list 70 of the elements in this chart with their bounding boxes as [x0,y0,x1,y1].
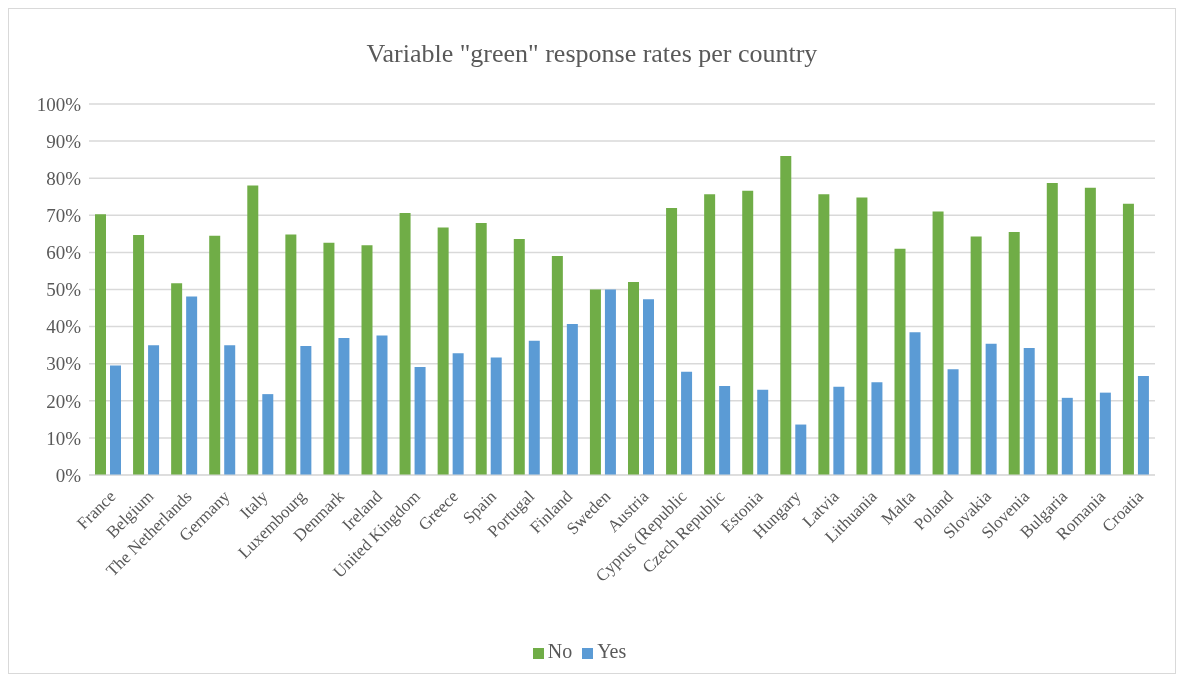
bar [1137,375,1149,475]
bar [452,353,464,475]
bar [871,382,883,475]
bar [399,213,411,475]
bar [95,214,106,475]
legend-label: No [547,640,573,662]
bar [1023,348,1035,475]
bar [780,155,792,475]
bar [742,190,754,475]
bar [513,239,525,475]
bar [285,234,297,475]
bar [186,296,198,475]
bar [300,345,312,475]
y-tick-label: 90% [46,130,82,152]
bar [628,282,639,475]
bar [909,332,921,475]
legend-label: Yes [597,640,627,662]
y-tick-label: 0% [55,464,82,486]
y-tick-label: 60% [46,242,82,264]
bar [1122,203,1134,475]
bar [110,365,121,475]
bar [437,227,449,475]
bar [490,357,502,475]
y-tick-label: 50% [46,279,82,301]
bar [932,211,944,475]
bar [224,345,236,475]
bar [566,324,578,475]
bar [1099,392,1111,475]
bar [262,394,274,475]
bar [643,299,654,475]
bar [376,335,388,475]
bar [133,234,145,475]
bar [970,236,982,475]
y-tick-label: 100% [36,93,82,115]
bar [1061,397,1073,475]
bar [818,194,830,475]
bar [589,289,601,475]
bar [338,338,350,475]
bar [719,385,731,475]
bar [704,194,716,475]
bar [604,289,616,475]
y-tick-label: 40% [46,316,82,338]
y-tick-label: 70% [46,205,82,227]
bar [947,369,959,475]
bar [361,245,373,475]
bar [551,256,563,475]
bar [148,345,160,475]
bar [757,389,769,475]
y-tick-label: 10% [46,427,82,449]
bar [323,242,335,475]
bar [795,424,807,475]
bar [833,386,845,475]
bar [985,343,997,475]
bar [1084,187,1096,475]
bar [209,235,221,475]
bar [1008,232,1020,475]
bar [171,283,183,475]
y-tick-label: 30% [46,353,82,375]
bar [475,223,487,475]
bar [894,248,906,475]
bar [528,340,540,475]
bar [247,185,259,475]
bar [414,367,426,475]
bar [681,371,693,475]
bar [666,207,678,475]
bar [1046,183,1058,475]
y-tick-label: 20% [46,390,82,412]
chart-title: Variable "green" response rates per country [365,39,819,69]
bar [856,197,868,475]
y-tick-label: 80% [46,167,82,189]
